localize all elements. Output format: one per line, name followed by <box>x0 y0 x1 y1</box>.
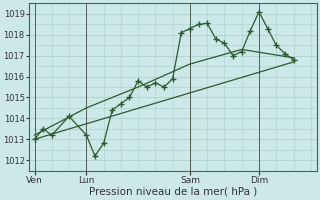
X-axis label: Pression niveau de la mer( hPa ): Pression niveau de la mer( hPa ) <box>89 187 257 197</box>
